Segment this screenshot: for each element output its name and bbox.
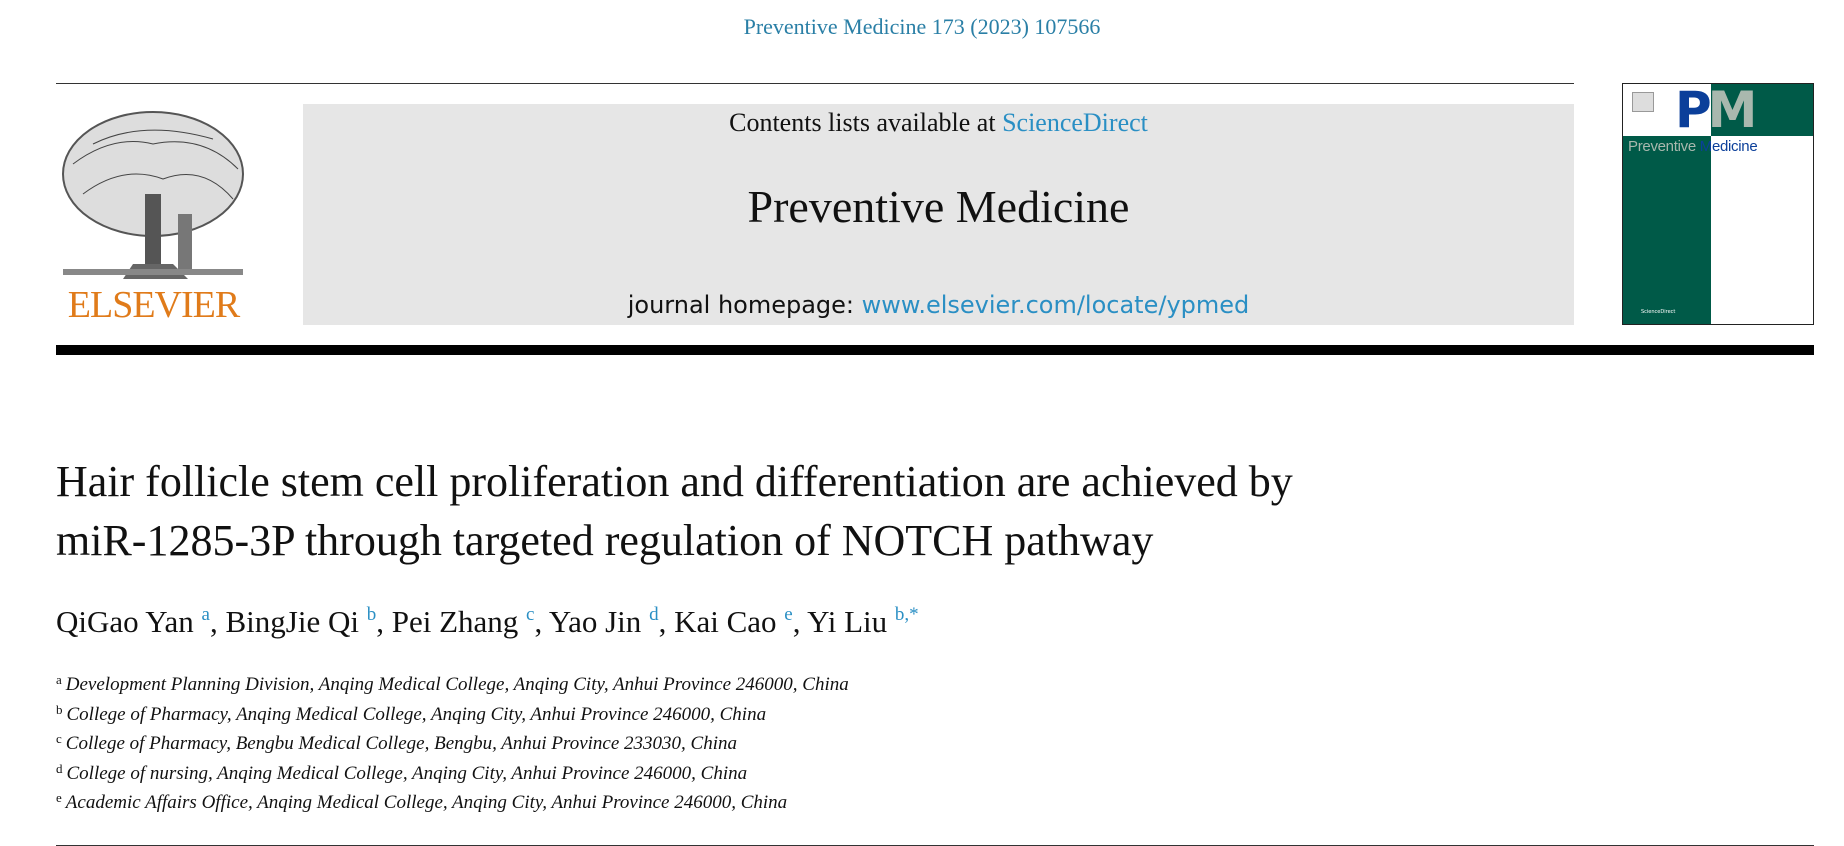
author-list: QiGao Yan a, BingJie Qi b, Pei Zhang c, … [56,604,919,639]
title-line-1: Hair follicle stem cell proliferation an… [56,457,1293,506]
author[interactable]: Pei Zhang c [392,604,535,639]
journal-cover[interactable]: PM Preventive Medicine ScienceDirect [1622,83,1814,325]
author-affiliation-link[interactable]: a [201,604,210,625]
author[interactable]: Yi Liu b,* [807,604,919,639]
affiliation: d College of nursing, Anqing Medical Coll… [56,759,849,789]
title-line-2: miR-1285-3P through targeted regulation … [56,516,1154,565]
author[interactable]: Yao Jin d [549,604,659,639]
elsevier-mini-logo-icon [1632,92,1654,112]
author[interactable]: QiGao Yan a [56,604,210,639]
cover-letters: PM [1675,86,1754,134]
affiliation-text: College of nursing, Anqing Medical Colle… [66,762,748,784]
author-affiliation-link[interactable]: c [526,604,535,625]
author-affiliation-link[interactable]: b,* [894,604,919,625]
author[interactable]: BingJie Qi b [225,604,376,639]
article-title: Hair follicle stem cell proliferation an… [56,452,1293,570]
tree-icon [62,111,244,279]
affiliation: c College of Pharmacy, Bengbu Medical Col… [56,729,849,759]
affiliation-key: a [56,672,62,687]
affiliation-text: Academic Affairs Office, Anqing Medical … [65,792,788,813]
journal-reference[interactable]: Preventive Medicine 173 (2023) 107566 [743,14,1101,39]
author[interactable]: Kai Cao e [674,604,793,639]
author-name[interactable]: Yi Liu [807,604,888,639]
journal-banner: Contents lists available at ScienceDirec… [303,104,1574,325]
author-name[interactable]: QiGao Yan [56,604,194,639]
author-affiliation-link[interactable]: e [784,604,793,625]
cover-footer: ScienceDirect [1641,309,1676,315]
contents-line: Contents lists available at ScienceDirec… [303,104,1574,139]
cover-title: Preventive Medicine [1628,138,1758,155]
elsevier-logo[interactable]: ELSEVIER [53,104,254,325]
author-name[interactable]: Yao Jin [548,604,642,639]
affiliation-list: a Development Planning Division, Anqing M… [56,670,849,818]
journal-title: Preventive Medicine [747,181,1130,232]
affiliation-key: c [56,731,62,746]
affiliation: e Academic Affairs Office, Anqing Medical… [56,788,849,818]
author-affiliation-link[interactable]: d [649,604,659,625]
affiliation: b College of Pharmacy, Anqing Medical Col… [56,700,849,730]
author-name[interactable]: Pei Zhang [391,604,519,639]
author-name[interactable]: Kai Cao [674,604,777,639]
author-affiliation-link[interactable]: b [366,604,377,625]
affiliation: a Development Planning Division, Anqing M… [56,670,849,700]
affiliation-key: e [56,790,62,805]
homepage-prefix: journal homepage: [627,291,862,319]
affiliation-text: College of Pharmacy, Anqing Medical Coll… [66,703,767,725]
affiliation-text: College of Pharmacy, Bengbu Medical Coll… [65,733,737,754]
affiliation-key: d [56,760,63,776]
elsevier-wordmark: ELSEVIER [67,284,240,326]
homepage-line: journal homepage: www.elsevier.com/locat… [303,290,1574,320]
author-name[interactable]: BingJie Qi [225,604,359,639]
top-rule [56,83,1574,84]
header-bar [56,345,1814,355]
affiliation-text: Development Planning Division, Anqing Me… [65,674,849,695]
sciencedirect-link[interactable]: ScienceDirect [1002,108,1148,137]
homepage-link[interactable]: www.elsevier.com/locate/ypmed [861,291,1250,319]
affiliation-key: b [56,701,63,717]
contents-prefix: Contents lists available at [729,108,1003,137]
